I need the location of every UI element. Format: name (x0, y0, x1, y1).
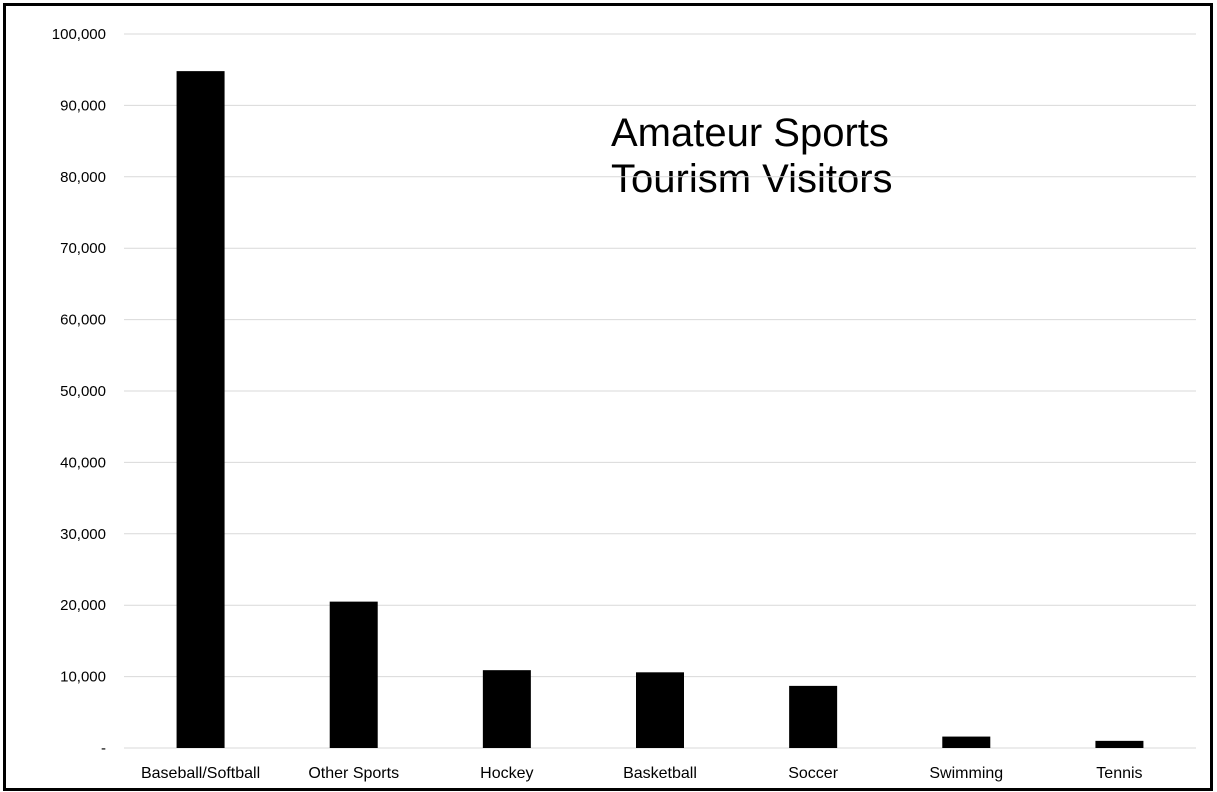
y-tick-label: 70,000 (60, 240, 106, 257)
bars (176, 71, 1144, 749)
bar (789, 685, 838, 748)
x-category-label: Basketball (623, 765, 697, 782)
y-tick-label: 90,000 (60, 97, 106, 114)
bar (1095, 740, 1144, 748)
y-tick-label: 60,000 (60, 312, 106, 329)
y-tick-label: 100,000 (52, 26, 106, 43)
y-tick-label: 30,000 (60, 526, 106, 543)
gridlines (124, 33, 1196, 749)
x-category-label: Baseball/Softball (141, 765, 260, 782)
bar (176, 71, 225, 749)
bar (482, 670, 531, 748)
chart-title-line-1: Amateur Sports (611, 111, 889, 155)
bar (942, 736, 991, 748)
y-axis-ticks: - 10,000 20,000 30,000 40,000 50,000 60,000 70,… (52, 26, 106, 757)
y-tick-label: 10,000 (60, 669, 106, 686)
chart-title: Amateur Sports Tourism Visitors (611, 110, 893, 202)
chart-frame: Amateur Sports Tourism Visitors - 10,000 2… (3, 3, 1213, 791)
y-tick-label: 50,000 (60, 383, 106, 400)
x-category-label: Tennis (1096, 765, 1142, 782)
x-category-label: Other Sports (308, 765, 399, 782)
y-tick-label: - (101, 740, 106, 757)
x-category-label: Soccer (788, 765, 838, 782)
x-category-label: Hockey (480, 765, 533, 782)
x-category-label: Swimming (929, 765, 1003, 782)
bar (329, 601, 378, 748)
bar-chart: - 10,000 20,000 30,000 40,000 50,000 60,000 70,… (52, 26, 1196, 782)
y-tick-label: 80,000 (60, 169, 106, 186)
chart-title-line-2: Tourism Visitors (611, 157, 893, 201)
y-tick-label: 40,000 (60, 454, 106, 471)
x-axis-labels: Baseball/Softball Other Sports Hockey Baske… (141, 765, 1143, 782)
y-tick-label: 20,000 (60, 597, 106, 614)
bar (636, 672, 684, 748)
